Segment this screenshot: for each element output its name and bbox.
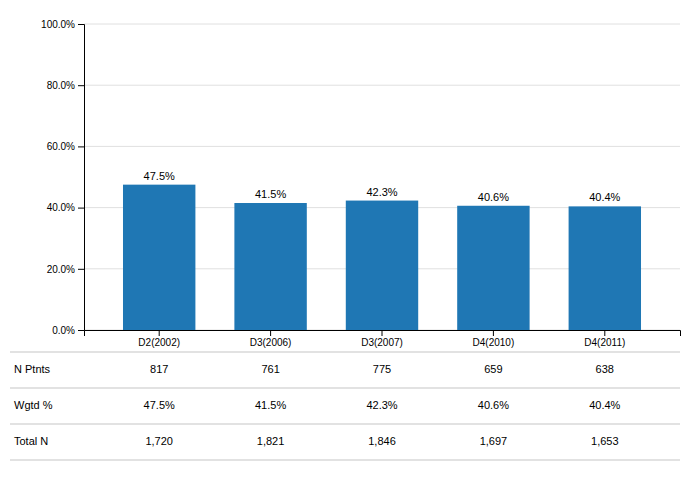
table-rule — [10, 388, 680, 389]
table-rule — [10, 352, 680, 353]
y-tick-label: 20.0% — [47, 264, 75, 275]
table-cell: 42.3% — [366, 399, 397, 411]
y-tick-mark — [78, 85, 84, 86]
table-row: 817 761 775 659 638 — [150, 363, 614, 375]
x-tick: D2(2002) — [138, 330, 180, 348]
y-tick-mark — [78, 146, 84, 147]
y-axis: 0.0% 20.0% 40.0% 60.0% 80.0% 100.0% — [41, 19, 84, 336]
x-axis: D2(2002) D3(2006) D3(2007) D4(2010) D4(2011) — [85, 330, 681, 348]
grid-line — [84, 24, 680, 25]
table-cell: 40.4% — [589, 399, 620, 411]
y-axis-line — [78, 25, 85, 331]
y-tick-label: 100.0% — [41, 19, 75, 30]
table-rule — [10, 424, 680, 425]
table-cell: 775 — [373, 363, 391, 375]
x-tick: D3(2007) — [361, 330, 403, 348]
x-tick-label: D3(2006) — [250, 337, 292, 348]
y-tick: 100.0% — [41, 19, 84, 30]
y-tick-label: 0.0% — [52, 325, 75, 336]
x-tick-label: D4(2010) — [473, 337, 515, 348]
y-tick-mark — [78, 330, 84, 331]
table-cell: 40.6% — [478, 399, 509, 411]
bar — [234, 203, 306, 330]
table-cell: 1,697 — [480, 435, 508, 447]
table-row-label: Total N — [14, 435, 48, 447]
bar — [123, 185, 195, 330]
data-label: 40.6% — [478, 191, 509, 203]
table-cell: 1,720 — [145, 435, 173, 447]
table-rule — [10, 460, 680, 461]
table-row: 47.5% 41.5% 42.3% 40.6% 40.4% — [144, 399, 621, 411]
table: N Ptnts Wgtd % Total N 817 761 775 659 638 47.5%… — [10, 352, 680, 460]
y-tick: 60.0% — [47, 141, 84, 152]
x-tick-label: D3(2007) — [361, 337, 403, 348]
table-cell: 47.5% — [144, 399, 175, 411]
y-tick-label: 60.0% — [47, 141, 75, 152]
table-cell: 817 — [150, 363, 168, 375]
data-label: 41.5% — [255, 188, 286, 200]
table-row-label: N Ptnts — [14, 363, 51, 375]
grid-line — [84, 146, 680, 147]
data-labels: 47.5% 41.5% 42.3% 40.6% 40.4% — [144, 170, 621, 204]
x-tick-label: D2(2002) — [138, 337, 180, 348]
y-tick-label: 40.0% — [47, 202, 75, 213]
table-cell: 1,846 — [368, 435, 396, 447]
x-tick-mark — [382, 330, 383, 336]
data-label: 47.5% — [144, 170, 175, 182]
grid-line — [84, 85, 680, 86]
bar — [569, 206, 641, 330]
bars — [123, 185, 641, 330]
x-tick-mark — [270, 330, 271, 336]
x-axis-line — [85, 331, 681, 337]
table-cell: 659 — [484, 363, 502, 375]
bar — [457, 206, 529, 330]
x-tick: D4(2010) — [473, 330, 515, 348]
table-cell: 761 — [261, 363, 279, 375]
table-cell: 638 — [596, 363, 614, 375]
y-tick-mark — [78, 24, 84, 25]
y-tick-mark — [78, 269, 84, 270]
x-tick-label: D4(2011) — [584, 337, 625, 348]
y-tick: 20.0% — [47, 264, 84, 275]
table-cell: 1,653 — [591, 435, 619, 447]
bar — [346, 201, 418, 330]
x-tick-mark — [493, 330, 494, 336]
table-cell: 41.5% — [255, 399, 286, 411]
y-tick: 40.0% — [47, 202, 84, 213]
chart: 0.0% 20.0% 40.0% 60.0% 80.0% 100.0% D2(2002) D3… — [0, 0, 700, 500]
grid — [84, 24, 680, 330]
y-tick-mark — [78, 208, 84, 209]
x-tick: D3(2006) — [250, 330, 292, 348]
table-cell: 1,821 — [257, 435, 285, 447]
y-tick: 0.0% — [52, 325, 84, 336]
x-tick: D4(2011) — [584, 330, 625, 348]
x-tick-mark — [159, 330, 160, 336]
y-tick: 80.0% — [47, 80, 84, 91]
x-tick-mark — [604, 330, 605, 336]
table-row: 1,720 1,821 1,846 1,697 1,653 — [145, 435, 618, 447]
data-label: 40.4% — [589, 191, 620, 203]
table-row-label: Wgtd % — [14, 399, 53, 411]
data-label: 42.3% — [366, 186, 397, 198]
y-tick-label: 80.0% — [47, 80, 75, 91]
